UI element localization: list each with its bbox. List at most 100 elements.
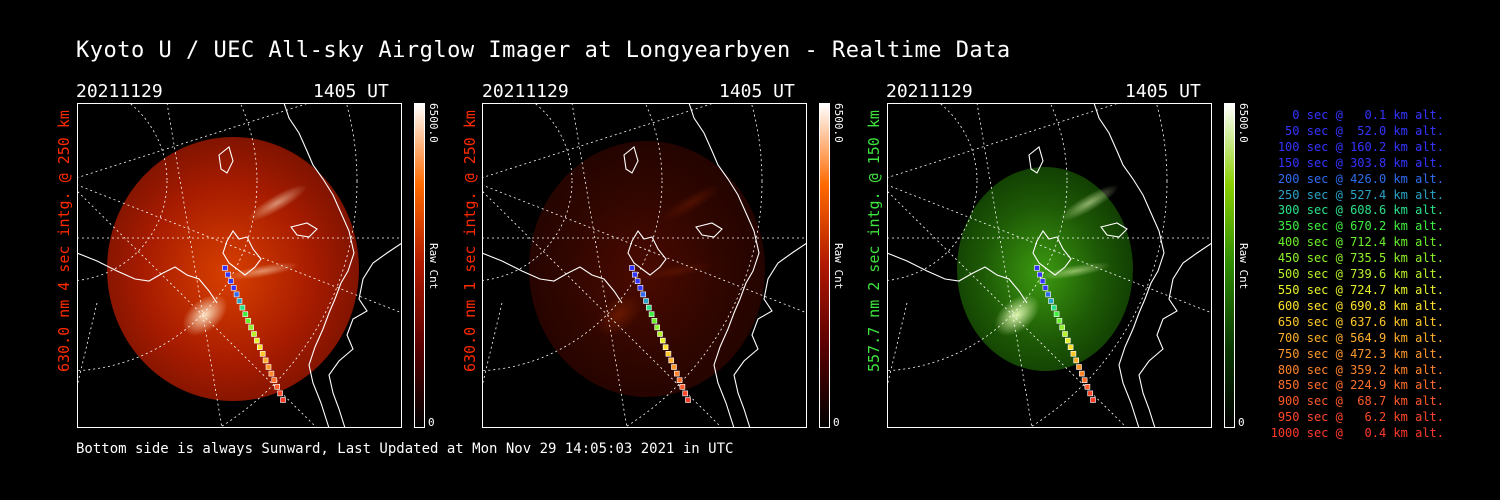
panel-3-side-label: 557.7 nm 2 sec intg. @ 150 km [865,110,883,372]
panel-3-colorbar [1224,103,1235,428]
trajectory-point [671,364,677,370]
panel-1-colorbar-label: Raw Cnt [427,243,440,290]
trajectory-point [1073,357,1079,364]
panel-2-colorbar [819,103,830,428]
panel-1-colorbar-max: 6500.0 [427,103,440,143]
trajectory-point [248,324,254,331]
trajectory-point [254,337,260,344]
trajectory-point [1042,285,1049,291]
trajectory-point [1056,318,1063,324]
trajectory-point [274,383,280,390]
legend-entry: 450 sec @ 735.5 km alt. [1277,251,1444,266]
panel-3-colorbar-label: Raw Cnt [1237,243,1250,290]
panel-1-side-label: 630.0 nm 4 sec intg. @ 250 km [55,110,73,372]
legend-entry: 150 sec @ 303.8 km alt. [1277,155,1444,170]
trajectory-point [668,357,674,364]
panel-3-image [887,103,1212,428]
trajectory-point [242,311,249,317]
trajectory-point [646,304,652,311]
trajectory-point [222,265,228,271]
trajectory-point [1059,324,1065,331]
trajectory-point [634,278,641,284]
trajectory-point [277,390,283,397]
trajectory-point [674,370,680,377]
trajectory-point [1076,364,1082,370]
panel-2-time: 1405 UT [719,81,795,102]
legend-entry: 850 sec @ 224.9 km alt. [1277,378,1444,393]
trajectory-point [1062,331,1068,337]
trajectory-point [1070,351,1077,357]
trajectory-point [685,397,691,403]
panel-1-colorbar-min: 0 [428,416,435,429]
legend-entry: 250 sec @ 527.4 km alt. [1277,187,1444,202]
legend-entry: 600 sec @ 690.8 km alt. [1277,298,1444,313]
panel-2-date: 20211129 [482,81,569,102]
legend-entry: 950 sec @ 6.2 km alt. [1277,410,1444,425]
panel-3-time: 1405 UT [1125,81,1201,102]
trajectory-point [239,304,246,311]
trajectory-point [660,337,666,344]
legend-entry: 300 sec @ 608.6 km alt. [1277,203,1444,218]
trajectory-point [1079,370,1085,377]
legend-entry: 550 sec @ 724.7 km alt. [1277,282,1444,297]
panel-1-colorbar [414,103,425,428]
panel-2-side-label: 630.0 nm 1 sec intg. @ 250 km [461,110,479,372]
legend-entry: 800 sec @ 359.2 km alt. [1277,362,1444,377]
trajectory-point [1087,390,1093,397]
trajectory-point [1090,397,1096,403]
trajectory-point [648,311,655,317]
legend-entry: 700 sec @ 564.9 km alt. [1277,330,1444,345]
panel-1-date: 20211129 [76,81,163,102]
panel-2-colorbar-label: Raw Cnt [832,243,845,290]
legend-entry: 500 sec @ 739.6 km alt. [1277,267,1444,282]
trajectory-point [230,285,237,291]
trajectory-point [632,271,638,278]
trajectory-point [271,377,278,384]
trajectory-point [1065,337,1071,344]
legend-entry: 650 sec @ 637.6 km alt. [1277,314,1444,329]
trajectory-point [268,370,275,377]
trajectory-point [225,271,231,278]
legend-entry: 400 sec @ 712.4 km alt. [1277,235,1444,250]
trajectory-point [1053,311,1060,317]
trajectory-point [1051,304,1057,311]
trajectory-point [257,344,263,350]
trajectory-point [280,397,286,403]
trajectory-point [245,318,251,324]
trajectory-point [251,331,257,337]
legend-entry: 900 sec @ 68.7 km alt. [1277,394,1444,409]
trajectory-point [1081,377,1088,384]
legend-entry: 350 sec @ 670.2 km alt. [1277,219,1444,234]
trajectory-point [657,331,663,337]
trajectory-point [676,377,683,384]
legend-entry: 1000 sec @ 0.4 km alt. [1270,426,1444,441]
legend-entry: 0 sec @ 0.1 km alt. [1292,108,1444,122]
trajectory-legend: 0 sec @ 0.1 km alt. 50 sec @ 52.0 km alt.… [1262,108,1444,442]
panel-3-colorbar-max: 6500.0 [1237,103,1250,143]
trajectory-point [1037,271,1043,278]
trajectory-point [654,324,660,331]
page-title: Kyoto U / UEC All-sky Airglow Imager at … [76,38,1011,63]
trajectory-point [1084,383,1091,390]
panel-2-colorbar-min: 0 [833,416,840,429]
panel-3-colorbar-min: 0 [1238,416,1245,429]
trajectory-point [640,291,646,298]
footer-note: Bottom side is always Sunward, Last Upda… [76,441,734,457]
trajectory-point [1045,291,1051,298]
trajectory-point [651,318,658,324]
trajectory-point [637,285,644,291]
trajectory-point [1048,298,1054,304]
panel-2-image [482,103,807,428]
trajectory-point [236,298,243,304]
trajectory-point [1034,265,1040,271]
legend-entry: 200 sec @ 426.0 km alt. [1277,171,1444,186]
legend-entry: 750 sec @ 472.3 km alt. [1277,346,1444,361]
trajectory-point [662,344,669,350]
legend-entry: 100 sec @ 160.2 km alt. [1277,139,1444,154]
trajectory-point [262,357,269,364]
trajectory-point [629,265,635,271]
trajectory-point [233,291,240,298]
panel-1-image [77,103,402,428]
trajectory-point [228,278,234,284]
trajectory-point [665,351,672,357]
